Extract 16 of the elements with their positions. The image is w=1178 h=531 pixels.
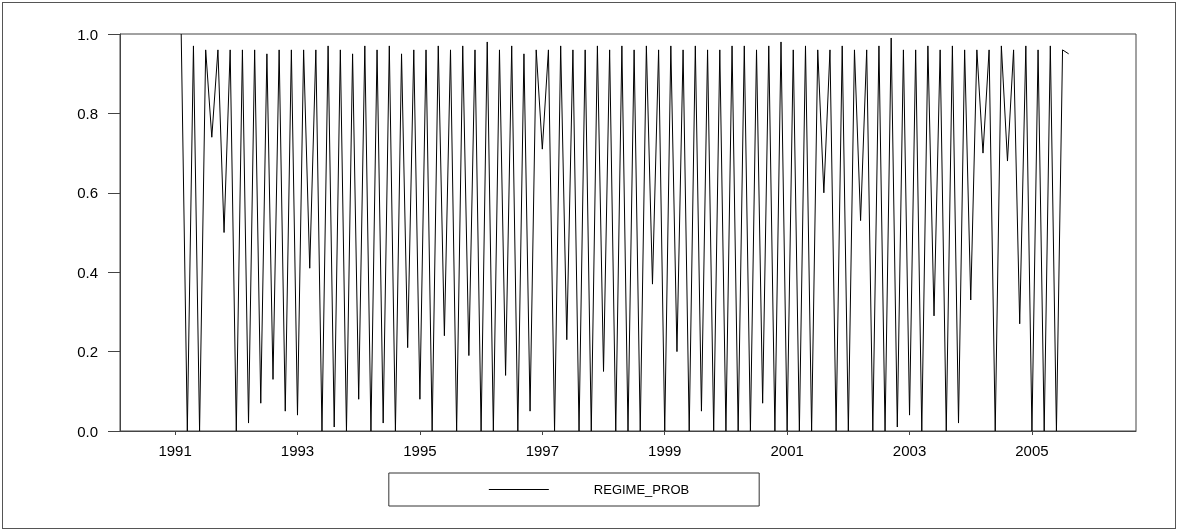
x-tick-label: 2003: [892, 442, 927, 459]
y-tick-label: 1.0: [77, 25, 98, 43]
text: REGIME_PROB: [593, 482, 690, 497]
x-tick-label: 1997: [525, 442, 559, 459]
y-tick-label: 0.2: [77, 343, 98, 361]
x-tick-label: 1991: [158, 442, 192, 459]
x-tick-label: 1993: [280, 442, 315, 459]
y-tick-label: 0.6: [77, 184, 98, 202]
x-tick-label: 1995: [403, 442, 437, 459]
y-tick-label: 0.8: [77, 104, 98, 122]
x-tick-label: 1999: [648, 442, 682, 459]
x-tick-label: 2001: [770, 442, 804, 459]
x-tick-label: 2005: [1015, 442, 1049, 459]
line-series: [180, 33, 1070, 432]
y-tick-label: 0.4: [77, 263, 98, 281]
y-tick-label: 0.0: [77, 422, 98, 440]
